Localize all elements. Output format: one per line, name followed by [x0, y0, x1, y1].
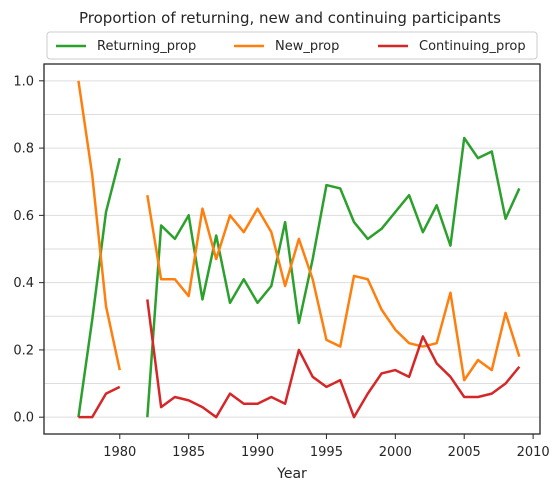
y-tick-label: 0.4 [13, 276, 34, 291]
series-layer [77, 80, 521, 419]
series-line-continuing-segment-1 [78, 385, 121, 419]
chart-title: Proportion of returning, new and continu… [79, 9, 501, 27]
x-tick-label: 1985 [172, 445, 205, 460]
x-tick-label: 1990 [241, 445, 274, 460]
y-tick-label: 0.8 [13, 142, 34, 157]
series-line-continuing-segment-2 [146, 299, 521, 419]
legend-label-new: New_prop [275, 39, 339, 54]
legend-label-continuing: Continuing_prop [419, 39, 526, 54]
legend-label-returning: Returning_prop [97, 39, 196, 54]
series-line-new-segment-1 [77, 80, 122, 371]
grid [44, 80, 540, 418]
x-tick-label: 2010 [517, 445, 550, 460]
x-axis: 1980 1985 1990 1995 2000 2005 2010 [103, 434, 550, 460]
y-tick-label: 0.0 [13, 411, 34, 426]
plot-frame [43, 63, 541, 435]
x-tick-label: 2000 [379, 445, 412, 460]
legend-frame [46, 31, 538, 60]
series-line-returning-segment-2 [146, 136, 521, 418]
legend: Returning_prop New_prop Continuing_prop [46, 31, 538, 60]
x-axis-label: Year [276, 466, 307, 482]
x-tick-label: 1980 [103, 445, 136, 460]
y-tick-label: 0.6 [13, 209, 34, 224]
series-line-returning-segment-1 [77, 157, 121, 418]
x-tick-label: 2005 [448, 445, 481, 460]
y-axis: 0.0 0.2 0.4 0.6 0.8 1.0 [13, 74, 44, 426]
y-tick-label: 0.2 [13, 343, 34, 358]
series-line-new-segment-2 [146, 194, 521, 382]
x-tick-label: 1995 [310, 445, 343, 460]
y-tick-label: 1.0 [13, 74, 34, 89]
